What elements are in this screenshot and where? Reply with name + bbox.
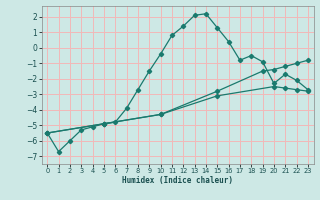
X-axis label: Humidex (Indice chaleur): Humidex (Indice chaleur) <box>122 176 233 185</box>
